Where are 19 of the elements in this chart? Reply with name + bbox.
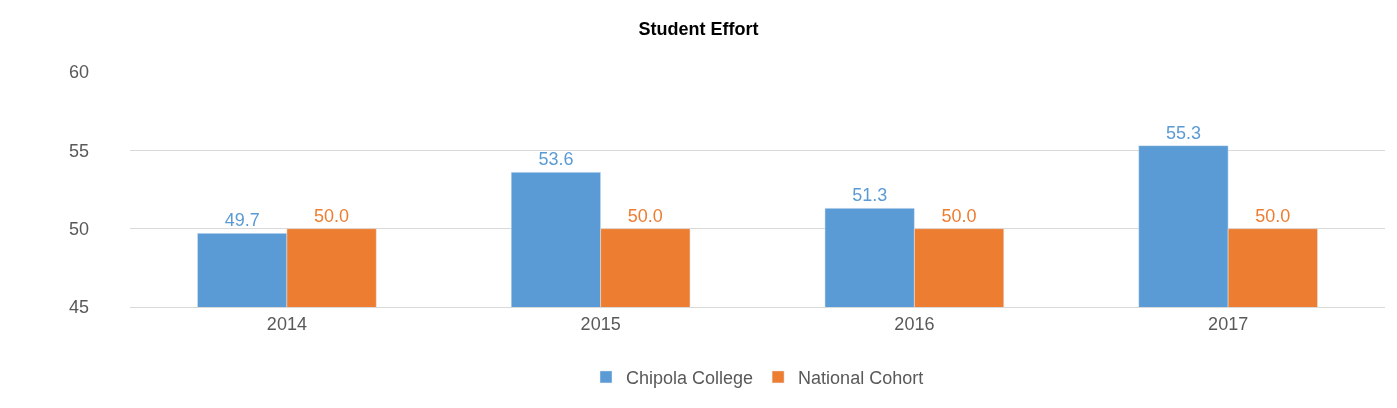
data-label: 50.0: [314, 205, 350, 226]
data-label: 50.0: [1255, 205, 1291, 226]
y-tick-label: 60: [68, 62, 89, 83]
data-label: 53.6: [538, 149, 574, 170]
x-tick-label: 2014: [266, 313, 307, 334]
x-tick-label: 2015: [580, 313, 621, 334]
x-tick-label: 2016: [894, 313, 935, 334]
legend-label: National Cohort: [798, 367, 924, 388]
y-tick-label: 50: [68, 218, 89, 239]
chart-title: Student Effort: [638, 18, 759, 39]
legend-label: Chipola College: [626, 367, 754, 388]
data-label: 49.7: [224, 210, 260, 231]
data-label: 55.3: [1165, 122, 1201, 143]
data-label: 50.0: [941, 205, 977, 226]
data-label: 50.0: [627, 205, 663, 226]
data-label: 51.3: [852, 185, 888, 206]
y-tick-label: 55: [68, 140, 89, 161]
y-tick-label: 45: [68, 297, 89, 318]
x-tick-label: 2017: [1208, 313, 1249, 334]
